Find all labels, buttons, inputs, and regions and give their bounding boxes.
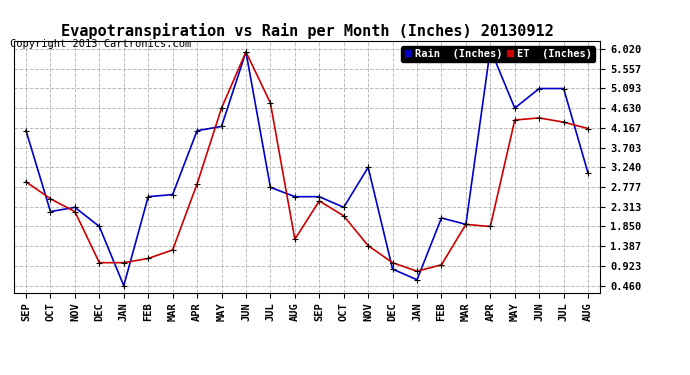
Text: Copyright 2013 Cartronics.com: Copyright 2013 Cartronics.com	[10, 39, 192, 50]
Legend: Rain  (Inches), ET  (Inches): Rain (Inches), ET (Inches)	[402, 46, 595, 62]
Title: Evapotranspiration vs Rain per Month (Inches) 20130912: Evapotranspiration vs Rain per Month (In…	[61, 23, 553, 39]
